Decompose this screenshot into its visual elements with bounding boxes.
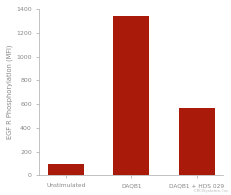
- Bar: [48, 164, 84, 176]
- Bar: [178, 108, 214, 176]
- Bar: [113, 16, 149, 176]
- Text: CRCISysteme, Inc.: CRCISysteme, Inc.: [194, 189, 229, 193]
- Y-axis label: EGF R Phosphorylation (MFI): EGF R Phosphorylation (MFI): [7, 45, 13, 139]
